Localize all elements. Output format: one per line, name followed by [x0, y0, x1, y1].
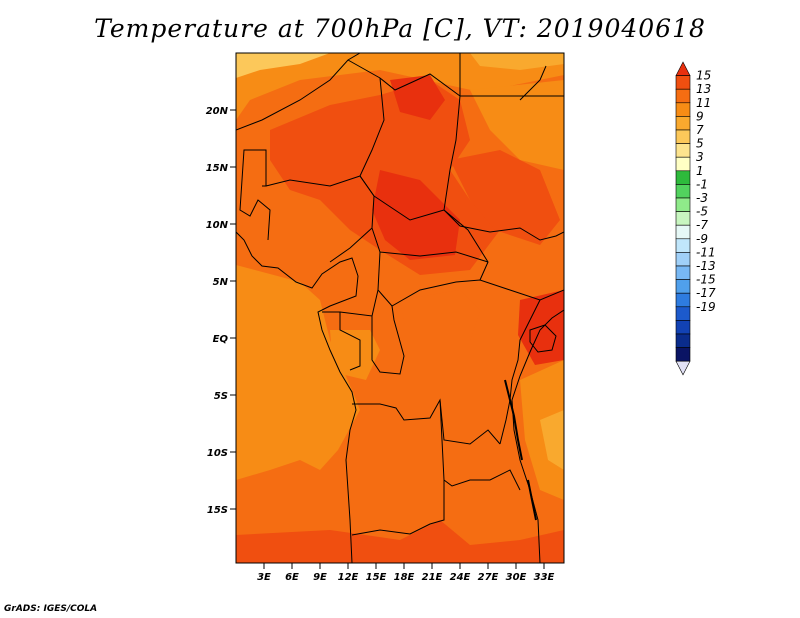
lon-label-12e: 12E	[338, 572, 359, 583]
colorbar-segment	[675, 333, 691, 348]
colorbar-label: 1	[696, 164, 704, 178]
lat-label-10n: 10N	[206, 220, 229, 231]
colorbar-label: -19	[696, 300, 716, 314]
colorbar-arrow-top	[675, 61, 691, 76]
colorbar-label: -5	[696, 205, 708, 219]
colorbar-segment	[675, 143, 691, 158]
border-west-inner	[239, 149, 271, 241]
lat-label-5n: 5N	[213, 277, 229, 288]
border-chad-sudan	[443, 53, 489, 281]
field-cool-west	[236, 265, 360, 480]
colorbar-label: -13	[696, 259, 716, 273]
colorbar-segment	[675, 265, 691, 280]
colorbar-segment	[675, 197, 691, 212]
colorbar-label: -7	[696, 218, 708, 232]
border-east-1	[499, 299, 541, 445]
temperature-field	[236, 53, 564, 563]
lon-label-30e: 30E	[506, 572, 527, 583]
field-warm-central	[372, 170, 460, 260]
border-algeria-mali	[236, 53, 361, 131]
colorbar-segment	[675, 116, 691, 131]
map-frame	[235, 52, 565, 564]
field-warm-lakes	[518, 290, 564, 365]
lon-label-21e: 21E	[422, 572, 443, 583]
longitude-axis: 3E 6E 9E 12E 15E 18E 21E 24E 27E 30E 33E	[257, 563, 555, 583]
lat-label-5s: 5S	[214, 391, 228, 402]
lat-label-15s: 15S	[207, 505, 228, 516]
colorbar-segment	[675, 347, 691, 362]
border-niger-libya	[347, 59, 461, 97]
colorbar-label: -3	[696, 191, 708, 205]
lon-label-33e: 33E	[534, 572, 555, 583]
border-red-sea	[519, 65, 547, 101]
field-warm-south	[236, 520, 564, 563]
border-namibia	[351, 480, 445, 536]
border-lake-tanganyika	[504, 379, 523, 461]
field-pale-ne	[470, 53, 564, 70]
border-coast-west	[236, 231, 359, 563]
colorbar-segment	[675, 170, 691, 185]
colorbar-label: 15	[696, 69, 711, 83]
colorbar-segment	[675, 306, 691, 321]
border-gabon	[322, 311, 361, 371]
lon-label-15e: 15E	[366, 572, 387, 583]
border-sudan-south	[443, 209, 564, 241]
lon-label-9e: 9E	[313, 572, 327, 583]
colorbar-label: 5	[696, 137, 704, 151]
colorbar-segment	[675, 320, 691, 335]
colorbar-label: 7	[696, 123, 704, 137]
field-cooler-ne	[470, 80, 564, 170]
border-chad-car	[371, 195, 489, 263]
colorbar-segment	[675, 238, 691, 253]
field-warm-sudan	[450, 150, 560, 245]
colorbar-label: -9	[696, 232, 708, 246]
colorbar-arrow-bottom	[675, 360, 691, 376]
colorbar-segment	[675, 292, 691, 308]
colorbar-label: 11	[696, 96, 711, 110]
country-borders	[236, 53, 564, 563]
colorbar-segment	[675, 102, 691, 117]
colorbar-segment	[675, 156, 691, 172]
colorbar-segment	[675, 224, 691, 240]
colorbar-label: 3	[696, 150, 704, 164]
colorbar-segment	[675, 184, 691, 199]
border-drc-angola	[352, 398, 501, 445]
field-cool-congo	[400, 290, 480, 345]
field-pale-north	[236, 53, 330, 78]
border-congo	[339, 289, 405, 375]
border-lake-malawi	[527, 479, 537, 521]
field-cool-north	[236, 53, 564, 120]
lat-label-15n: 15N	[206, 163, 229, 174]
grads-credit: GrADS: IGES/COLA	[4, 604, 98, 614]
lat-label-20n: 20N	[206, 106, 229, 117]
border-nigeria	[265, 175, 375, 263]
colorbar-segment	[675, 129, 691, 144]
colorbar-label: -17	[696, 286, 716, 300]
colorbar-label: 13	[696, 82, 711, 96]
colorbar-label: 9	[696, 109, 704, 123]
lon-label-6e: 6E	[285, 572, 299, 583]
border-car-drc	[377, 251, 564, 307]
field-cooler-east	[540, 410, 564, 470]
lat-label-eq: EQ	[213, 334, 229, 345]
colorbar-segment	[675, 252, 691, 267]
latitude-axis: 20N 15N 10N 5N EQ 5S 10S 15S	[206, 106, 236, 516]
colorbar-segment	[675, 75, 691, 90]
lon-label-24e: 24E	[450, 572, 471, 583]
border-lake-victoria	[529, 324, 557, 353]
colorbar-label: -1	[696, 177, 708, 191]
lon-label-3e: 3E	[257, 572, 271, 583]
map-title: Temperature at 700hPa [C], VT: 201904061…	[94, 14, 706, 43]
colorbar-label: -15	[696, 273, 716, 287]
colorbar-segment	[675, 88, 691, 104]
colorbar-segment	[675, 279, 691, 294]
lon-label-18e: 18E	[394, 572, 415, 583]
lon-label-27e: 27E	[478, 572, 499, 583]
lat-label-10s: 10S	[207, 448, 228, 459]
colorbar-segment	[675, 211, 691, 226]
colorbar-label: -11	[696, 245, 716, 259]
field-cool-gulf	[330, 330, 380, 380]
